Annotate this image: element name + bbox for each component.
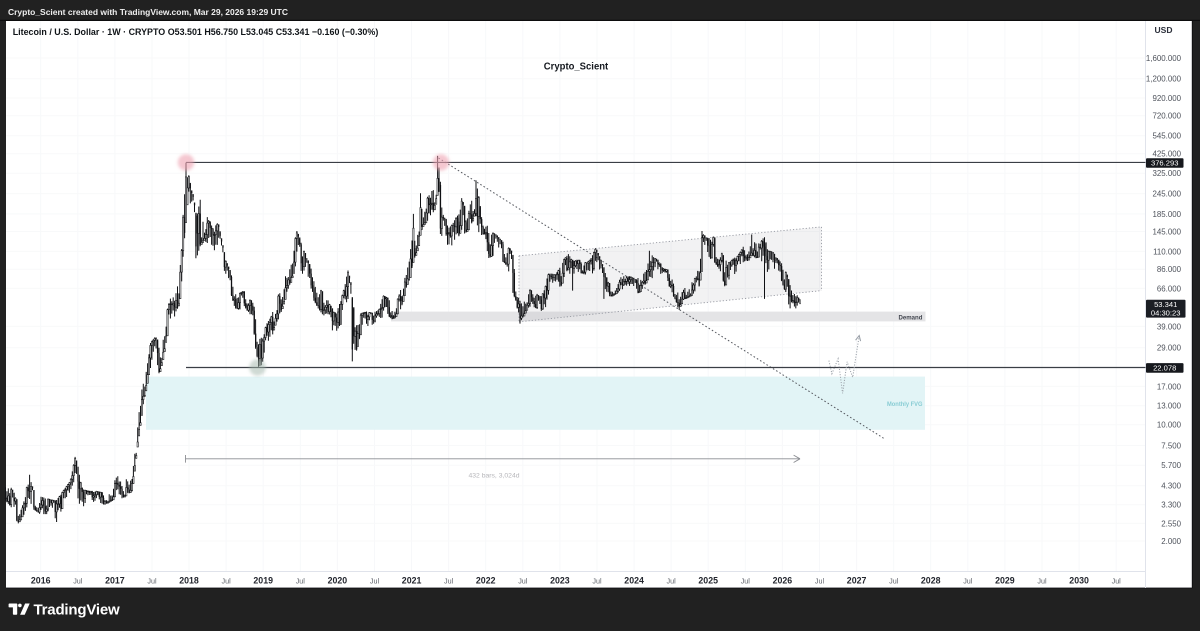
svg-text:2026: 2026: [773, 575, 793, 585]
svg-text:Jul: Jul: [889, 576, 899, 585]
svg-text:2020: 2020: [328, 575, 348, 585]
svg-text:185.000: 185.000: [1152, 210, 1181, 219]
svg-text:2018: 2018: [179, 575, 199, 585]
svg-text:Monthly FVG: Monthly FVG: [887, 401, 923, 408]
svg-text:376.293: 376.293: [1151, 159, 1178, 168]
svg-text:10.000: 10.000: [1157, 421, 1182, 430]
svg-text:2019: 2019: [253, 575, 273, 585]
svg-text:2.000: 2.000: [1161, 537, 1181, 546]
svg-text:Jul: Jul: [963, 576, 973, 585]
svg-text:2016: 2016: [31, 575, 51, 585]
svg-text:29.000: 29.000: [1157, 344, 1182, 353]
svg-text:4.300: 4.300: [1161, 482, 1181, 491]
svg-text:Jul: Jul: [221, 576, 231, 585]
svg-text:Jul: Jul: [666, 576, 676, 585]
svg-text:2.550: 2.550: [1161, 519, 1181, 528]
svg-text:Jul: Jul: [370, 576, 380, 585]
svg-text:Jul: Jul: [1112, 576, 1122, 585]
svg-text:53.341: 53.341: [1154, 300, 1177, 309]
svg-text:22.078: 22.078: [1153, 364, 1176, 373]
svg-text:Jul: Jul: [518, 576, 528, 585]
svg-text:2021: 2021: [402, 575, 422, 585]
svg-text:Crypto_Scient created with Tra: Crypto_Scient created with TradingView.c…: [8, 7, 288, 17]
svg-text:Jul: Jul: [73, 576, 83, 585]
svg-text:Jul: Jul: [592, 576, 602, 585]
svg-text:Litecoin / U.S. Dollar · 1W ·: Litecoin / U.S. Dollar · 1W · CRYPTO O53…: [13, 27, 379, 38]
svg-text:110.000: 110.000: [1153, 247, 1182, 256]
svg-text:5.700: 5.700: [1161, 461, 1181, 470]
svg-text:86.000: 86.000: [1157, 265, 1182, 274]
svg-text:2028: 2028: [921, 575, 941, 585]
svg-text:2030: 2030: [1069, 575, 1089, 585]
svg-text:2025: 2025: [698, 575, 718, 585]
svg-text:7.500: 7.500: [1161, 441, 1181, 450]
svg-text:2024: 2024: [624, 575, 644, 585]
svg-text:2023: 2023: [550, 575, 570, 585]
svg-text:1,200.000: 1,200.000: [1146, 75, 1182, 84]
svg-text:Jul: Jul: [444, 576, 454, 585]
svg-text:USD: USD: [1155, 25, 1173, 35]
svg-text:2022: 2022: [476, 575, 496, 585]
svg-text:39.000: 39.000: [1157, 322, 1182, 331]
svg-text:04:30:23: 04:30:23: [1151, 308, 1181, 317]
svg-text:13.000: 13.000: [1157, 402, 1182, 411]
svg-text:2029: 2029: [995, 575, 1015, 585]
svg-text:325.000: 325.000: [1152, 169, 1181, 178]
svg-text:920.000: 920.000: [1152, 94, 1181, 103]
svg-text:425.000: 425.000: [1152, 150, 1181, 159]
svg-text:720.000: 720.000: [1152, 112, 1181, 121]
svg-text:Crypto_Scient: Crypto_Scient: [544, 62, 609, 73]
svg-text:2027: 2027: [847, 575, 867, 585]
svg-text:245.000: 245.000: [1152, 190, 1181, 199]
svg-text:145.000: 145.000: [1152, 227, 1181, 236]
svg-text:Jul: Jul: [741, 576, 751, 585]
svg-text:2017: 2017: [105, 575, 125, 585]
svg-text:TradingView: TradingView: [34, 603, 121, 619]
svg-text:1,600.000: 1,600.000: [1146, 54, 1182, 63]
svg-text:Demand: Demand: [899, 314, 923, 321]
svg-text:66.000: 66.000: [1157, 284, 1182, 293]
svg-text:Jul: Jul: [1037, 576, 1047, 585]
svg-text:Jul: Jul: [147, 576, 157, 585]
svg-text:545.000: 545.000: [1152, 132, 1181, 141]
svg-text:17.000: 17.000: [1157, 382, 1182, 391]
svg-text:432 bars, 3,024d: 432 bars, 3,024d: [468, 473, 519, 480]
svg-text:3.300: 3.300: [1161, 501, 1181, 510]
svg-text:Jul: Jul: [296, 576, 306, 585]
svg-text:Jul: Jul: [815, 576, 825, 585]
